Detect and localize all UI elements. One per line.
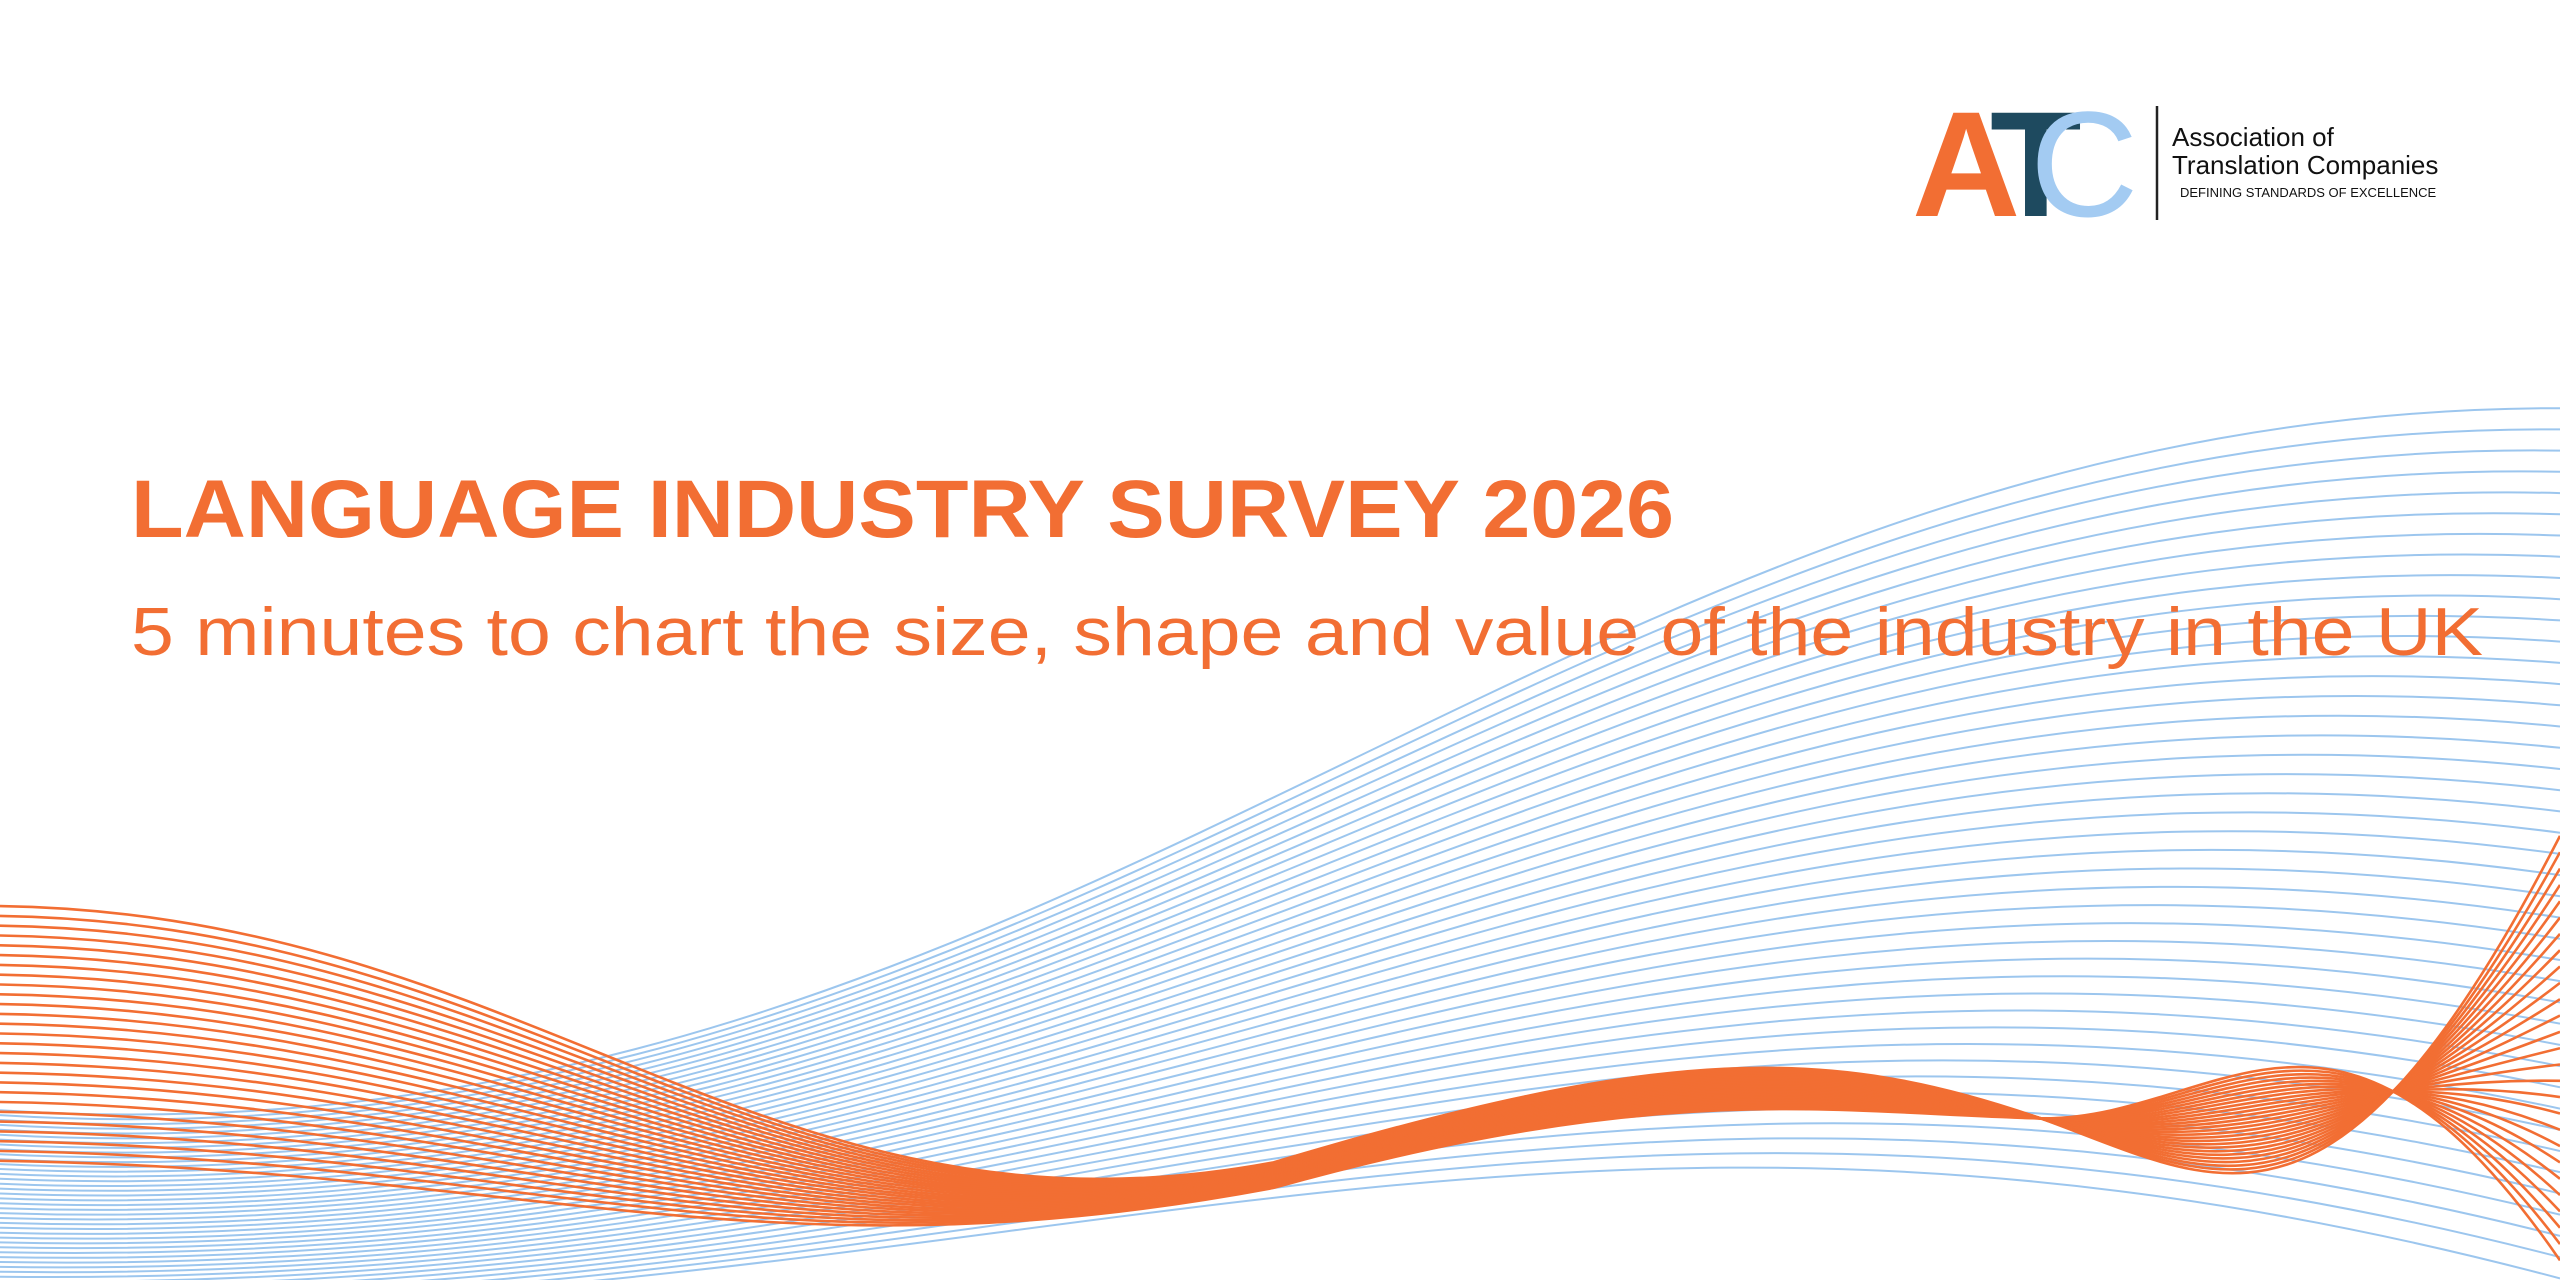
- blue-wave-line: [0, 975, 2560, 1254]
- blue-wave-line: [132, 1075, 2560, 1280]
- blue-wave-line: [0, 849, 2560, 1221]
- orange-wave-line: [0, 884, 2560, 1185]
- orange-wave-line: [0, 1051, 2560, 1203]
- blue-wave-line: [0, 553, 2560, 1149]
- logo-name-line-2: Translation Companies: [2172, 150, 2438, 180]
- orange-wave-line: [0, 1069, 2560, 1245]
- blue-wave-line: [0, 428, 2560, 1121]
- logo-tagline: DEFINING STANDARDS OF EXCELLENCE: [2180, 185, 2437, 200]
- blue-wave-line: [0, 753, 2560, 1197]
- orange-wave-line: [0, 1082, 2560, 1215]
- blue-wave-line: [0, 957, 2560, 1250]
- blue-wave-line: [0, 867, 2560, 1226]
- orange-wave-line: [0, 916, 2560, 1188]
- orange-wave-line: [0, 1079, 2560, 1217]
- orange-wave-line: [0, 900, 2560, 1186]
- blue-wave-line: [0, 904, 2560, 1235]
- orange-wave-line: [0, 835, 2560, 1181]
- orange-wave-line: [0, 1061, 2560, 1205]
- blue-wave-line: [537, 1152, 2560, 1280]
- blue-wave-line: [0, 811, 2560, 1211]
- orange-wave-line: [0, 1071, 2560, 1207]
- orange-wave-line: [0, 1072, 2560, 1229]
- orange-wave-line: [0, 1081, 2560, 1209]
- logo-name-line-1: Association of: [2172, 122, 2335, 152]
- blue-wave-line: [0, 614, 2560, 1164]
- blue-wave-line: [0, 449, 2560, 1125]
- orange-wave-line: [0, 965, 2560, 1192]
- blue-wave-line: [0, 734, 2560, 1192]
- blue-wave-line: [0, 1043, 2560, 1274]
- logo: A T C Association of Translation Compani…: [1912, 80, 2438, 248]
- orange-wave-line: [0, 1065, 2560, 1262]
- blue-wave-line: [0, 635, 2560, 1168]
- blue-wave-line: [0, 792, 2560, 1207]
- orange-wave-line: [0, 949, 2560, 1190]
- blue-wave-line: [0, 574, 2560, 1154]
- blue-wave-line: [0, 491, 2560, 1135]
- blue-wave-line: [592, 1166, 2560, 1280]
- logo-letter-a: A: [1912, 80, 2020, 248]
- blue-wave-line: [0, 1059, 2560, 1279]
- orange-wave-line: [0, 851, 2560, 1182]
- blue-wave-line: [0, 694, 2560, 1183]
- blue-wave-line: [0, 922, 2560, 1240]
- waves: [0, 407, 2560, 1280]
- logo-letter-t: T: [1990, 80, 2082, 248]
- blue-wave-line: [0, 675, 2560, 1178]
- orange-wave-line: [0, 1085, 2560, 1213]
- orange-wave-line: [0, 1076, 2560, 1220]
- blue-wave-line: [0, 512, 2560, 1140]
- blue-wave-line: [0, 940, 2560, 1245]
- blue-wave-line: [0, 885, 2560, 1230]
- logo-letter-c: C: [2030, 80, 2138, 248]
- title: LANGUAGE INDUSTRY SURVEY 2026: [131, 464, 1674, 555]
- subtitle: 5 minutes to chart the size, shape and v…: [131, 594, 2483, 670]
- orange-wave-line: [0, 867, 2560, 1183]
- blue-wave-line: [269, 1091, 2560, 1280]
- blue-wave-line: [0, 1009, 2560, 1264]
- orange-wave-line: [0, 981, 2560, 1194]
- blue-wave-line: [0, 992, 2560, 1259]
- blue-wave-line: [0, 1026, 2560, 1269]
- orange-wave-line: [0, 933, 2560, 1189]
